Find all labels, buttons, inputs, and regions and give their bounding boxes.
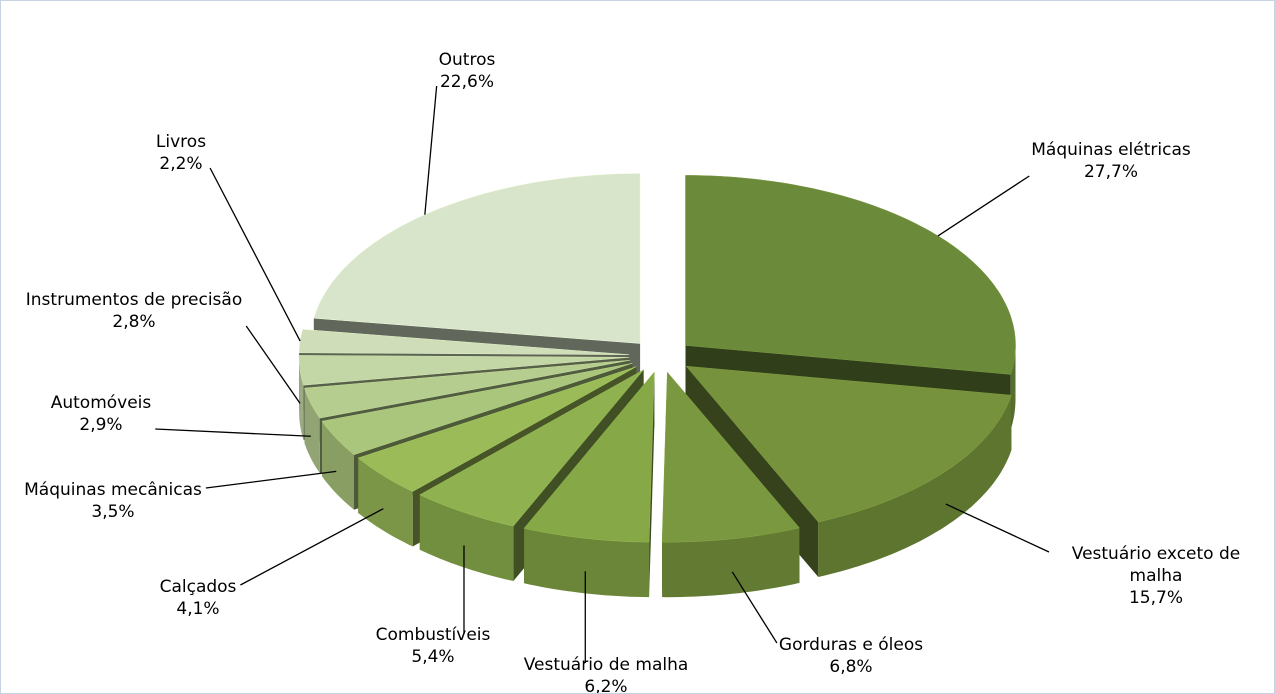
slice-outer-side (1010, 345, 1016, 430)
slice-top (685, 365, 1012, 523)
leader-line (245, 325, 301, 404)
slice-outer-side (322, 421, 354, 510)
leader-line (209, 167, 301, 342)
slice-label: Gorduras e óleos 6,8% (779, 634, 923, 678)
slice-label: Outros 22,6% (439, 49, 496, 93)
category-label: Calçados (159, 577, 237, 597)
slice-top (419, 369, 644, 527)
value-label: 2,9% (79, 415, 123, 435)
slice-top (313, 173, 641, 344)
leader-line (937, 175, 1030, 237)
leader-line (731, 571, 778, 644)
slice-label: Vestuário de malha 6,2% (523, 654, 689, 694)
slice-top (523, 371, 655, 543)
value-label: 5,4% (411, 647, 455, 667)
slice-outer-side (358, 458, 413, 547)
leader-line (205, 470, 337, 489)
slice-top (304, 359, 631, 419)
leader-line (240, 508, 384, 586)
slice-top (685, 175, 1016, 375)
category-label: Máquinas mecânicas (24, 480, 202, 500)
slice-label: Máquinas elétricas 27,7% (1031, 139, 1190, 183)
value-label: 27,7% (1083, 162, 1138, 182)
value-label: 6,8% (829, 657, 873, 677)
slice (523, 371, 655, 598)
category-label: Livros (155, 132, 207, 152)
value-label: 6,2% (584, 677, 628, 694)
slice-label: Calçados 4,1% (160, 576, 237, 620)
category-label: Máquinas elétricas (1031, 140, 1191, 160)
category-label: Automóveis (50, 393, 152, 413)
category-label: Combustíveis (375, 625, 491, 645)
leader-line (155, 428, 311, 437)
slice-label: Instrumentos de precisão 2,8% (26, 289, 242, 333)
slice-outer-side (818, 395, 1012, 577)
category-label: Outros (438, 50, 496, 70)
slice-top (661, 371, 800, 543)
slice-outer-side (304, 388, 320, 474)
value-label: 4,1% (176, 599, 220, 619)
slice-outer-side (524, 528, 650, 598)
leader-line (424, 85, 438, 215)
slice-top (298, 355, 630, 386)
slice-label: Automóveis 2,9% (51, 392, 152, 436)
slice-outer-side (419, 494, 514, 581)
slice (661, 371, 800, 598)
slice-top (357, 366, 637, 492)
slice-label: Combustíveis 5,4% (376, 624, 491, 668)
value-label: 15,7% (1128, 588, 1183, 608)
category-label: Instrumentos de precisão (25, 290, 243, 310)
value-label: 3,5% (91, 502, 135, 522)
category-label: Vestuário de malha (523, 655, 689, 675)
slice-label: Vestuário exceto de malha 15,7% (1051, 543, 1261, 609)
leader-line (945, 503, 1050, 553)
slice-label: Máquinas mecânicas 3,5% (24, 479, 202, 523)
value-label: 22,6% (439, 72, 495, 92)
value-label: 2,2% (159, 154, 203, 174)
slice-outer-side (662, 527, 800, 598)
value-label: 2,8% (112, 312, 156, 332)
slice-top (321, 363, 633, 455)
slice-label: Livros 2,2% (156, 131, 206, 175)
category-label: Vestuário exceto de malha (1071, 544, 1241, 586)
slice-outer-side (299, 357, 304, 441)
category-label: Gorduras e óleos (778, 635, 924, 655)
